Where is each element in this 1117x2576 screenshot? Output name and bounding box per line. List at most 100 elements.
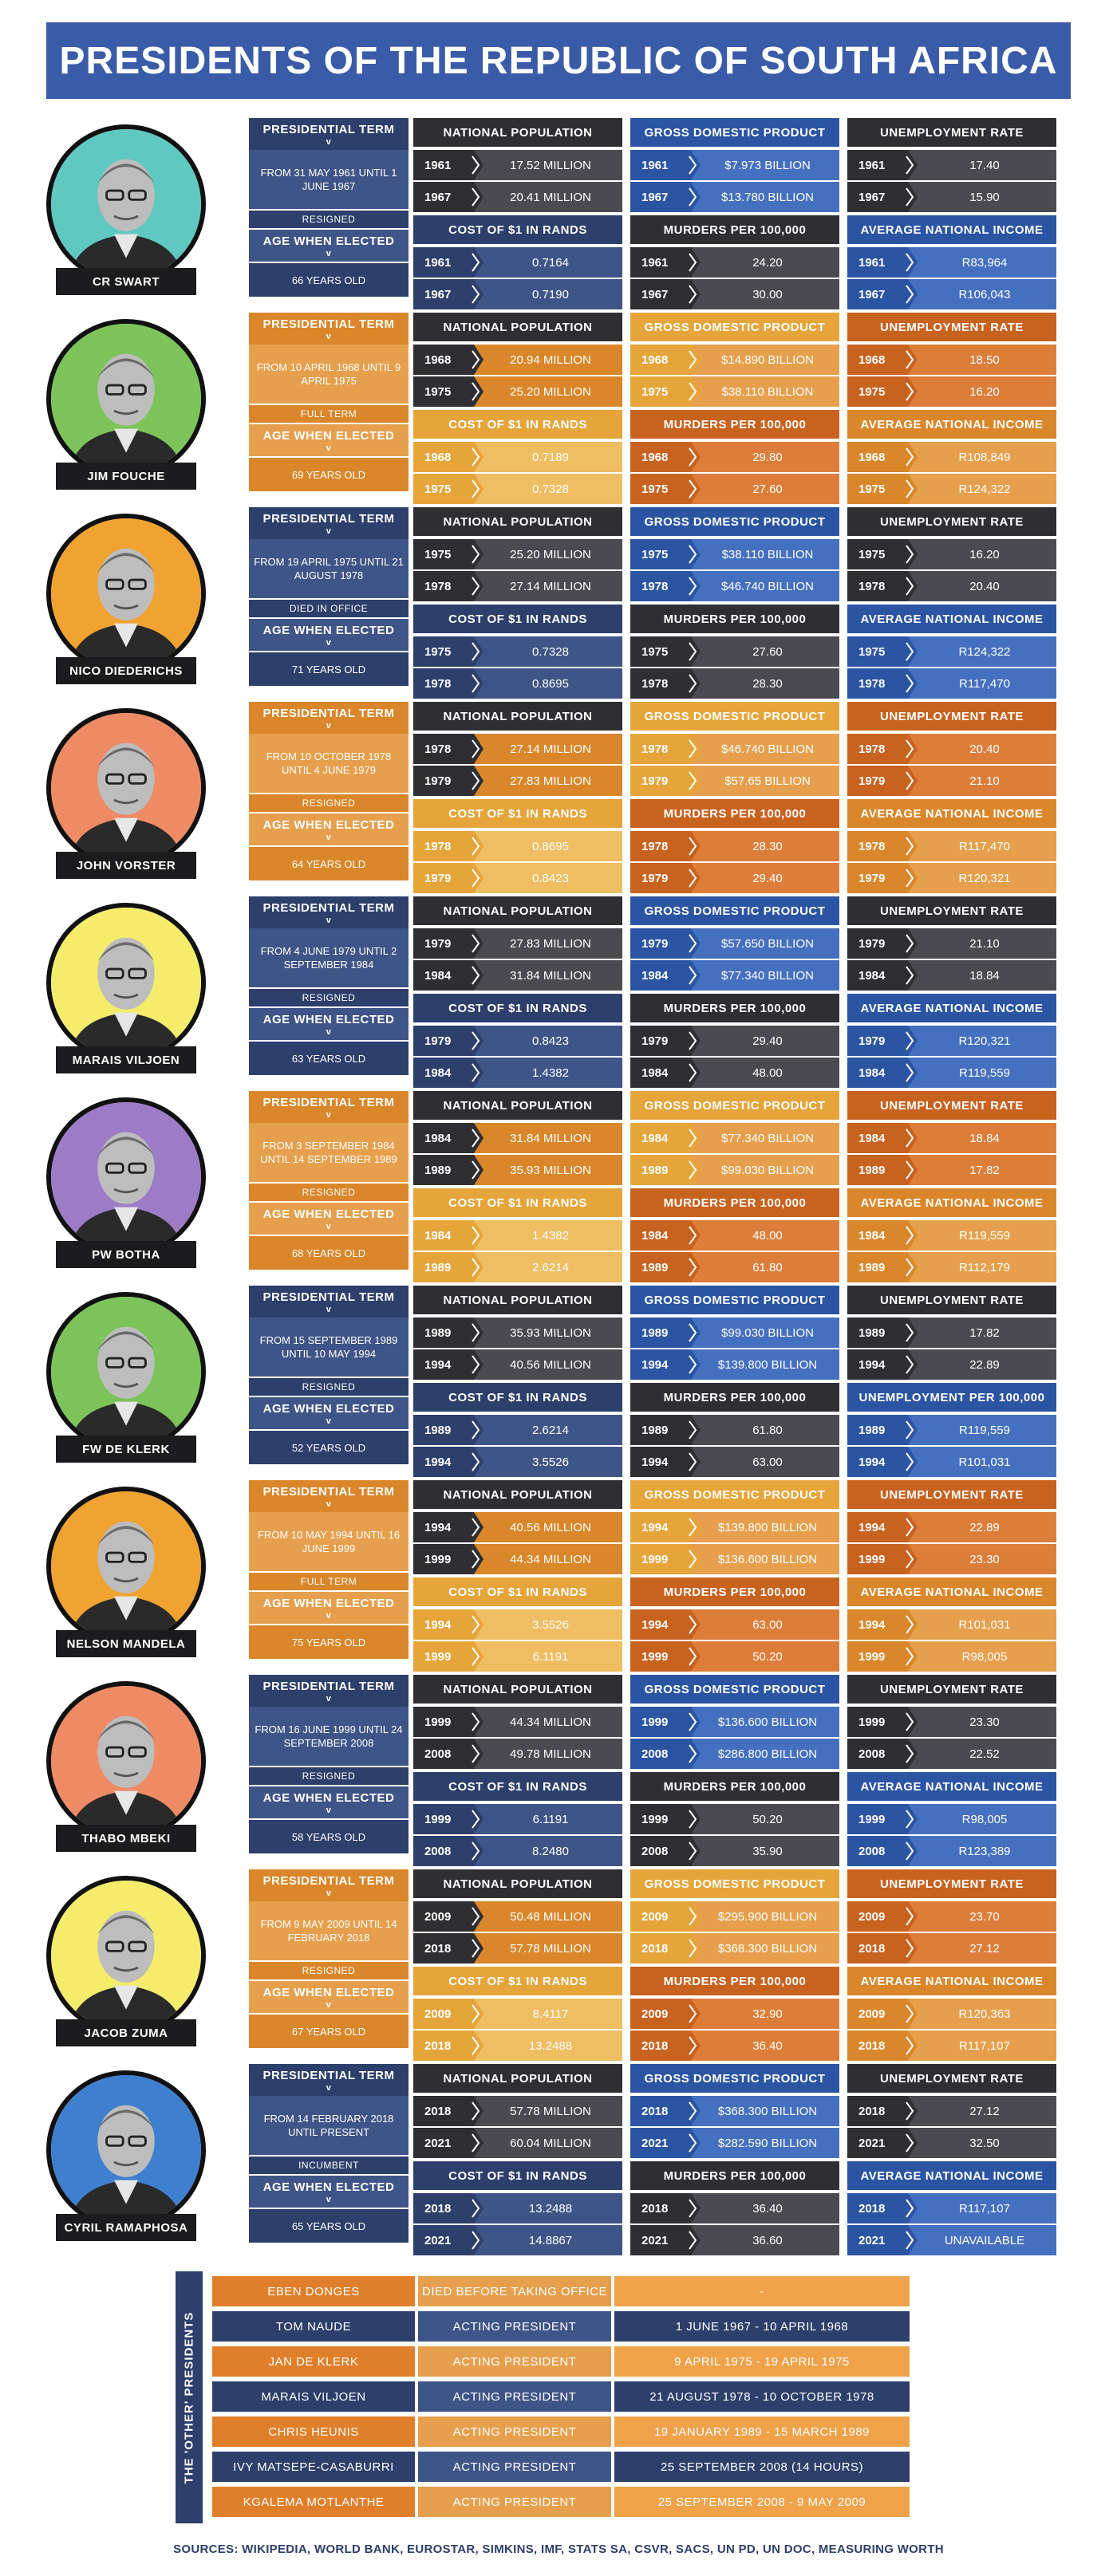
cost-block-header: COST OF $1 IN RANDS [413,410,622,439]
row-arrow-icon [464,1707,484,1737]
row-arrow-icon [898,1999,918,2029]
value-cell: R124,322 [958,482,1011,496]
row-arrow-icon [681,1318,701,1348]
population-block-header: NATIONAL POPULATION [413,507,622,536]
value-cell: 27.60 [752,644,783,659]
row-arrow [464,539,484,569]
gdp-block-header: GROSS DOMESTIC PRODUCT [630,702,839,731]
year-cell: 1978 [847,571,903,601]
year-cell: 2018 [413,2193,469,2223]
chevron-down-icon: v [326,1499,332,1509]
row-arrow-icon [898,279,918,309]
president-name: MARAIS VILJOEN [56,1046,196,1073]
row-arrow-icon [464,376,484,407]
value-cell: 29.40 [752,1034,783,1048]
age-header: AGE WHEN ELECTED v [249,813,409,845]
year-cell: 1961 [630,247,686,278]
row-arrow-icon [681,863,701,893]
president-section: JACOB ZUMA PRESIDENTIAL TERM v FROM 9 MAY 2… [0,1869,1117,2064]
row-arrow [464,668,484,699]
other-president-name: JAN DE KLERK [212,2346,415,2377]
murders-block-header: MURDERS PER 100,000 [630,1383,839,1412]
year-cell: 1994 [847,1609,903,1640]
gdp-block-row: 1979 $57.65 BILLION [630,766,839,796]
year-cell: 2018 [630,2030,686,2061]
other-president-role: ACTING PRESIDENT [418,2381,611,2412]
murders-block-header: MURDERS PER 100,000 [630,605,839,633]
row-arrow [898,1318,918,1348]
chevron-down-icon: v [326,1693,332,1704]
year-cell: 2021 [413,2225,469,2255]
other-president-row: CHRIS HEUNIS ACTING PRESIDENT 19 JANUARY 1… [212,2416,910,2447]
row-arrow [681,1123,701,1153]
row-arrow-icon [464,1026,484,1056]
value-cell: 36.60 [752,2233,783,2247]
row-arrow [898,1415,918,1445]
value-cell: 20.41 MILLION [510,190,591,204]
row-arrow [464,1707,484,1737]
income-block-header: AVERAGE NATIONAL INCOME [847,605,1056,633]
gdp-block-row: 2018 $368.300 BILLION [630,1933,839,1964]
gdp-block-header: GROSS DOMESTIC PRODUCT [630,1675,839,1704]
row-arrow [464,1804,484,1834]
other-president-role: ACTING PRESIDENT [418,2416,611,2447]
value-cell: 25.20 MILLION [510,384,591,399]
row-arrow-icon [681,247,701,278]
other-president-row: MARAIS VILJOEN ACTING PRESIDENT 21 AUGUST … [212,2381,910,2412]
value-cell: UNAVAILABLE [944,2233,1025,2247]
value-cell: 17.52 MILLION [510,158,591,172]
year-cell: 1967 [847,279,903,309]
row-arrow-icon [681,345,701,375]
cost-block: COST OF $1 IN RANDS 1989 2.6214 1994 3.5526 [413,1383,622,1479]
term-status: RESIGNED [249,1184,409,1201]
population-block-header: NATIONAL POPULATION [413,1675,622,1704]
row-arrow-icon [464,1999,484,2029]
row-arrow-icon [681,1641,701,1672]
value-cell: 0.7189 [532,450,569,464]
value-cell: $286.800 BILLION [717,1747,818,1761]
unemployment-block: UNEMPLOYMENT RATE 1961 17.40 1967 15.90 [847,118,1056,214]
value-cell: 14.8867 [528,2233,573,2247]
murders-block-row: 1979 29.40 [630,863,839,893]
population-block: NATIONAL POPULATION 1984 31.84 MILLION 1989… [413,1091,622,1187]
population-block-header: NATIONAL POPULATION [413,1869,622,1898]
value-cell: 50.20 [752,1812,783,1826]
income-block-row: 2009 R120,363 [847,1999,1056,2029]
unemployment-block-row: 1967 15.90 [847,182,1056,212]
row-arrow [464,831,484,861]
row-arrow-icon [681,668,701,699]
unemployment-block-row: 2009 23.70 [847,1901,1056,1932]
row-arrow-icon [898,1707,918,1737]
year-cell: 1989 [630,1318,686,1348]
unemployment-block-row: 1989 17.82 [847,1155,1056,1185]
portrait-illustration [51,2075,201,2225]
age-value: 71 YEARS OLD [249,652,409,686]
row-arrow-icon [898,345,918,375]
other-president-name: TOM NAUDE [212,2311,415,2342]
value-cell: 61.80 [752,1423,783,1437]
row-arrow [464,960,484,991]
cost-block: COST OF $1 IN RANDS 1961 0.7164 1967 0.7190 [413,215,622,311]
year-cell: 1999 [413,1707,469,1737]
population-block-row: 1994 40.56 MILLION [413,1349,622,1380]
gdp-block-row: 1994 $139.800 BILLION [630,1512,839,1542]
year-cell: 1968 [847,442,903,472]
row-arrow-icon [464,150,484,180]
term-status: RESIGNED [249,794,409,812]
row-arrow [898,376,918,407]
row-arrow-icon [898,2225,918,2255]
age-value: 66 YEARS OLD [249,263,409,297]
value-cell: 0.8695 [532,676,569,691]
other-president-row: IVY MATSEPE-CASABURRI ACTING PRESIDENT 25 … [212,2452,910,2482]
other-president-row: KGALEMA MOTLANTHE ACTING PRESIDENT 25 SEPT… [212,2487,910,2517]
cost-block-row: 2009 8.4117 [413,1999,622,2029]
row-arrow [898,1220,918,1251]
gdp-block-header: GROSS DOMESTIC PRODUCT [630,1286,839,1314]
income-block-row: 2018 R117,107 [847,2030,1056,2061]
term-header-label: PRESIDENTIAL TERM [262,1484,395,1499]
population-block-header: NATIONAL POPULATION [413,313,622,341]
president-portrait [46,1681,206,1841]
value-cell: 29.80 [752,450,783,464]
row-arrow [464,734,484,764]
cost-block-row: 1978 0.8695 [413,668,622,699]
